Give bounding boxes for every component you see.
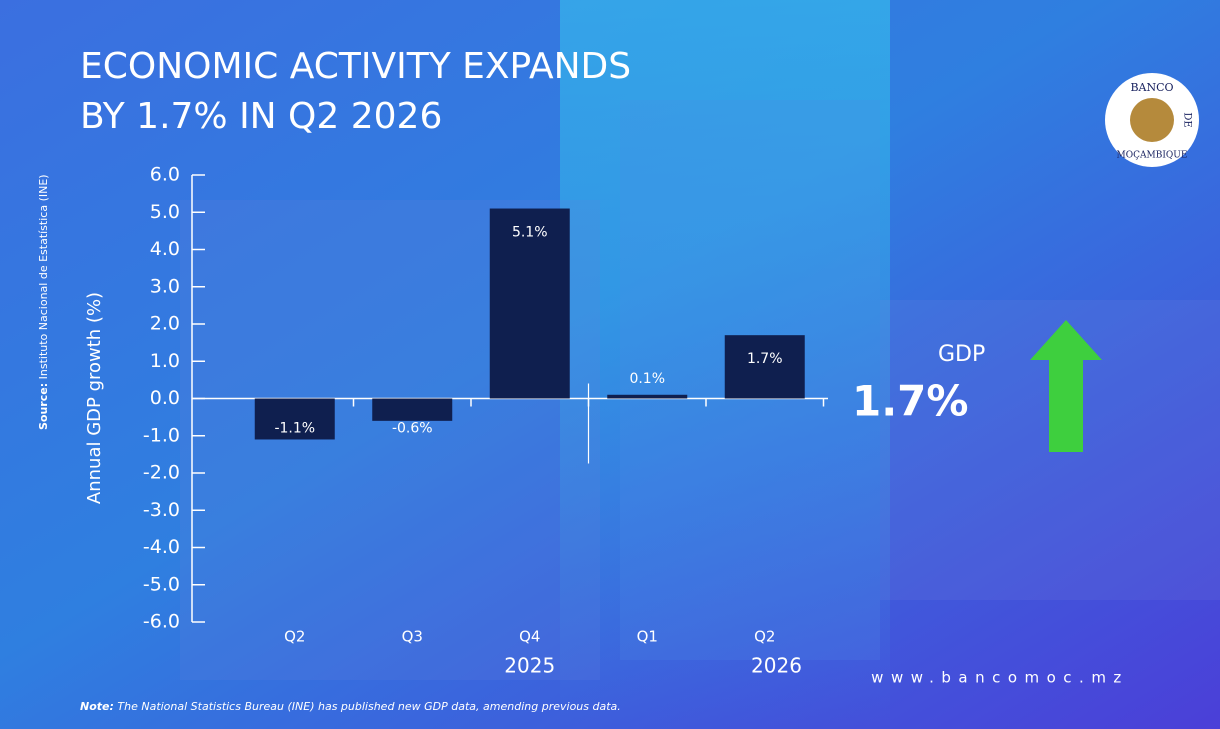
y-tick-label: 2.0 [150,313,180,335]
y-tick-label: -6.0 [143,611,180,633]
logo-text: DE [1182,112,1193,127]
source: Source: Instituto Nacional de Estatístic… [37,174,50,430]
y-tick-label: -4.0 [143,536,180,558]
y-tick-label: 4.0 [150,238,180,260]
value-label: 5.1% [512,225,548,241]
value-label: 1.7% [747,351,783,367]
y-tick-label: -5.0 [143,573,180,595]
y-tick-label: 1.0 [150,350,180,372]
x-tick-label: Q4 [519,628,540,646]
x-group-label: 2025 [504,654,555,678]
x-tick-label: Q2 [754,628,775,646]
value-label: -0.6% [392,421,433,437]
logo: BANCO DE MOÇAMBIQUE [1105,73,1199,167]
logo-text: MOÇAMBIQUE [1117,151,1188,161]
source-label: Source: [37,383,50,430]
logo-text: BANCO [1130,81,1173,94]
bar [489,208,570,399]
title: BY 1.7% IN Q2 2026 [80,96,442,137]
note-label: Note: [80,700,114,713]
up-arrow [1030,320,1102,452]
y-axis-label: Annual GDP growth (%) [84,292,105,504]
x-tick-label: Q2 [284,628,305,646]
y-tick-label: 0.0 [150,387,180,409]
bar [254,398,335,440]
website: www.bancomoc.mz [871,669,1129,687]
note-text: The National Statistics Bureau (INE) has… [117,700,620,713]
bar [607,394,688,399]
callout-label: GDP [938,342,985,367]
x-tick-label: Q3 [402,628,423,646]
value-label: 0.1% [629,371,665,387]
y-tick-label: 5.0 [150,201,180,223]
note: Note: The National Statistics Bureau (IN… [80,700,621,713]
callout-value: 1.7% [852,377,968,426]
x-group-label: 2026 [751,654,802,678]
logo-emblem [1130,98,1174,142]
bar [372,398,453,421]
x-tick-label: Q1 [637,628,658,646]
title: ECONOMIC ACTIVITY EXPANDS [80,46,631,87]
y-tick-label: 3.0 [150,275,180,297]
value-label: -1.1% [274,421,315,437]
y-tick-label: -3.0 [143,499,180,521]
source-text: Instituto Nacional de Estatística (INE) [37,174,50,379]
bar [724,335,805,399]
y-tick-label: 6.0 [150,164,180,186]
y-tick-label: -1.0 [143,424,180,446]
y-tick-label: -2.0 [143,462,180,484]
